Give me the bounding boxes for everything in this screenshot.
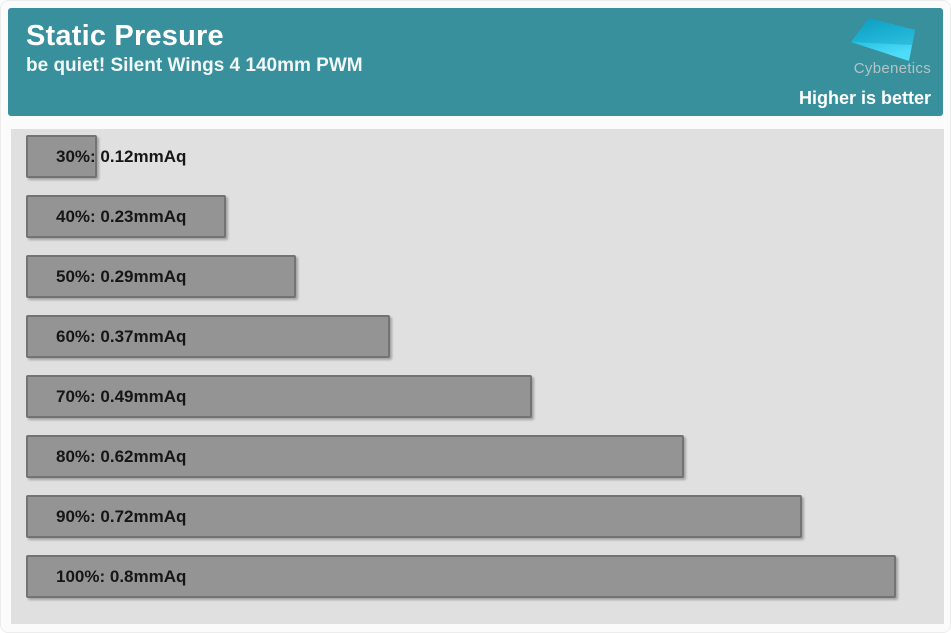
chart-header: Static Presure be quiet! Silent Wings 4 … [8,8,943,116]
bar-row: 80%: 0.62mmAq [26,435,926,478]
brand-block: Cybenetics [811,12,931,77]
bar-label: 60%: 0.37mmAq [56,327,187,346]
bar [26,435,684,478]
higher-is-better-note: Higher is better [798,88,931,108]
chart-subtitle: be quiet! Silent Wings 4 140mm PWM [26,55,363,76]
bar-label: 80%: 0.62mmAq [56,447,187,466]
cybenetics-ribbon-icon [851,18,915,61]
bar-row: 100%: 0.8mmAq [26,555,926,598]
bar [26,135,97,178]
bar-row: 30%: 0.12mmAq [26,135,926,178]
bar-chart-plot-area: 30%: 0.12mmAq 40%: 0.23mmAq 50%: 0.29mmAq 6… [11,129,944,624]
bar [26,495,802,538]
bar-label: 40%: 0.23mmAq [56,207,187,226]
bar-rows-container: 30%: 0.12mmAq 40%: 0.23mmAq 50%: 0.29mmAq 6… [26,135,926,615]
bar [26,375,532,418]
bar-label: 30%: 0.12mmAq [56,147,187,166]
bar-label: 100%: 0.8mmAq [56,567,187,586]
bar [26,255,296,298]
bar-row: 60%: 0.37mmAq [26,315,926,358]
bar [26,555,896,598]
bar-label: 70%: 0.49mmAq [56,387,187,406]
bar-row: 50%: 0.29mmAq [26,255,926,298]
bar-row: 70%: 0.49mmAq [26,375,926,418]
bar-row: 40%: 0.23mmAq [26,195,926,238]
bar [26,195,226,238]
bar-row: 90%: 0.72mmAq [26,495,926,538]
brand-name: Cybenetics [853,60,931,77]
bar [26,315,390,358]
bar-label: 90%: 0.72mmAq [56,507,187,526]
chart-title: Static Presure [26,20,224,52]
bar-label: 50%: 0.29mmAq [56,267,187,286]
